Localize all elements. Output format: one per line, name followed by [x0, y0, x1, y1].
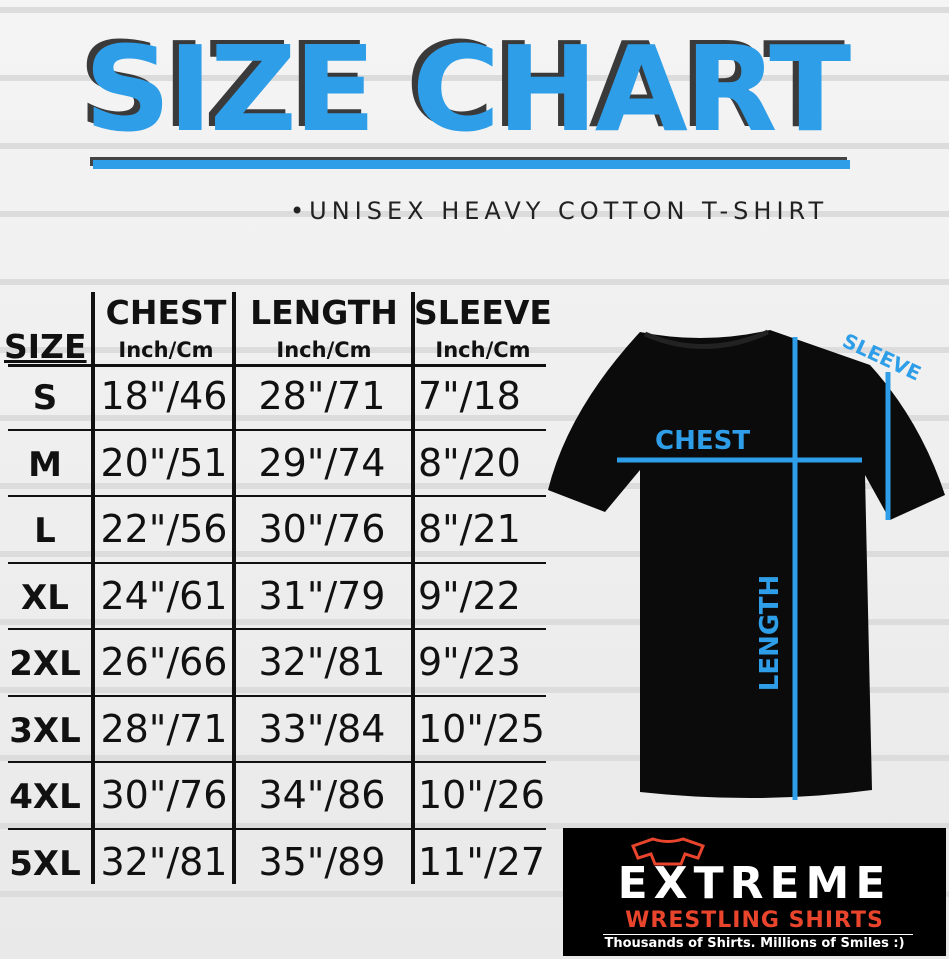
- header-sleeve: SLEEVE: [414, 293, 552, 332]
- unit-length: Inch/Cm: [276, 338, 372, 362]
- length-cell: 30"/76: [258, 507, 386, 551]
- header-chest: CHEST: [105, 293, 227, 332]
- size-cell: M: [28, 444, 62, 485]
- sleeve-cell: 7"/18: [418, 374, 521, 418]
- title-underline: [93, 160, 850, 169]
- chest-label: CHEST: [655, 426, 751, 456]
- sleeve-cell: 9"/22: [418, 573, 521, 618]
- row-divider: [8, 561, 546, 564]
- size-cell: 3XL: [9, 710, 81, 751]
- size-cell: L: [34, 511, 56, 551]
- length-cell: 31"/79: [258, 573, 386, 618]
- size-cell: S: [32, 378, 58, 418]
- size-cell: 4XL: [9, 777, 81, 817]
- sleeve-cell: 10"/26: [418, 773, 545, 817]
- tshirt-shape: [548, 330, 945, 799]
- sleeve-cell: 11"/27: [418, 839, 545, 884]
- logo-tagline: Thousands of Shirts. Millions of Smiles …: [604, 936, 905, 951]
- unit-chest: Inch/Cm: [118, 338, 214, 362]
- sleeve-cell: 9"/23: [418, 640, 521, 684]
- sleeve-cell: 8"/20: [418, 440, 521, 485]
- chest-cell: 20"/51: [100, 440, 228, 485]
- tshirt-logo-icon: [631, 837, 705, 866]
- logo-word: EXTREME: [617, 858, 892, 909]
- size-cell: 5XL: [9, 843, 81, 884]
- row-divider: [8, 827, 546, 830]
- length-cell: 33"/84: [258, 706, 386, 751]
- length-cell: 35"/89: [258, 839, 386, 884]
- header-length: LENGTH: [250, 293, 398, 332]
- unit-sleeve: Inch/Cm: [435, 338, 531, 362]
- row-divider: [8, 428, 546, 431]
- sleeve-cell: 8"/21: [418, 507, 521, 551]
- logo-subword: WRESTLING SHIRTS: [625, 908, 884, 933]
- subtitle: •UNISEX HEAVY COTTON T-SHIRT: [290, 197, 829, 225]
- chest-cell: 22"/56: [100, 507, 228, 551]
- row-divider: [8, 761, 546, 763]
- length-cell: 34"/86: [258, 773, 386, 817]
- sleeve-cell: 10"/25: [418, 706, 545, 751]
- brand-logo: EXTREME WRESTLING SHIRTS Thousands of Sh…: [563, 828, 946, 956]
- column-divider: [91, 292, 95, 884]
- page-title: SIZE CHART: [84, 20, 851, 158]
- length-label: LENGTH: [755, 574, 786, 692]
- chest-cell: 18"/46: [100, 374, 228, 418]
- length-cell: 28"/71: [258, 374, 386, 418]
- size-cell: 2XL: [9, 644, 81, 684]
- size-cell: XL: [21, 577, 69, 618]
- chest-cell: 26"/66: [100, 640, 228, 684]
- row-divider: [8, 628, 546, 630]
- column-divider: [232, 292, 236, 884]
- chest-cell: 28"/71: [100, 706, 228, 751]
- header-size: SIZE: [4, 327, 87, 366]
- column-divider: [411, 292, 415, 884]
- row-divider: [8, 694, 546, 697]
- chest-cell: 32"/81: [100, 839, 228, 884]
- row-divider: [8, 495, 546, 497]
- length-cell: 32"/81: [258, 640, 386, 684]
- length-cell: 29"/74: [258, 440, 386, 485]
- header-divider: [8, 364, 546, 367]
- chest-cell: 30"/76: [100, 773, 228, 817]
- chest-cell: 24"/61: [100, 573, 228, 618]
